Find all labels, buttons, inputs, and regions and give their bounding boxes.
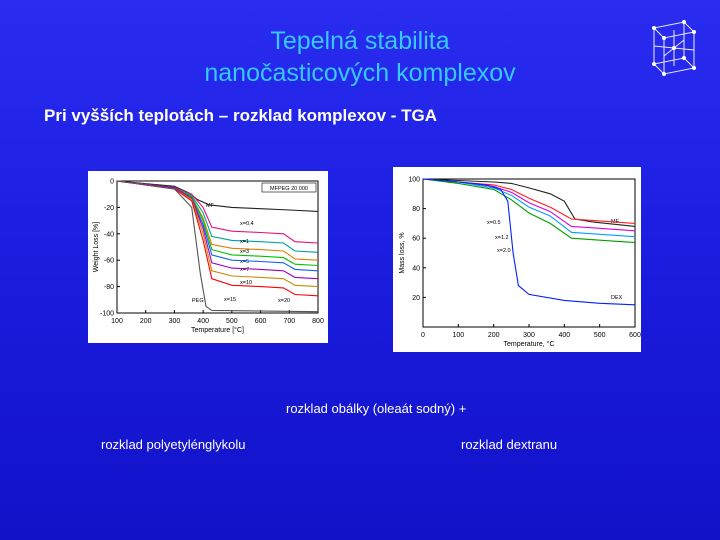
legend-box	[261, 182, 317, 193]
y-tick-label: -20	[104, 205, 114, 212]
series-line-mf	[116, 180, 319, 212]
x-tick-label: 100	[452, 332, 464, 339]
series-label: PEG	[192, 298, 204, 304]
x-axis-label: Temperature [°C]	[191, 326, 244, 334]
x-tick-label: 200	[140, 318, 152, 325]
series-line-dex	[422, 178, 636, 306]
tga-chart-dextran: 0 100 200 300 400 500 600 20 40 60 80 100 Temperatur…	[399, 177, 641, 349]
y-tick-label: -40	[104, 231, 114, 238]
tga-chart-peg-panel: 100 200 300 400 500 600 700 800 0 -20 -40 -60 -80 -10…	[88, 171, 328, 343]
series-label: DEX	[611, 295, 623, 301]
y-tick-label: 0	[110, 179, 114, 186]
x-tick-label: 200	[488, 332, 500, 339]
x-axis-label: Temperature, °C	[503, 340, 554, 348]
series-line-x-10	[116, 180, 319, 280]
series-line-x-3	[116, 180, 319, 261]
y-tick-label: 40	[412, 265, 420, 272]
plot-frame	[116, 180, 319, 314]
series-line-x-1	[116, 180, 319, 253]
series-line-x-0-5	[422, 178, 636, 224]
series-line-x-2-0	[422, 178, 636, 244]
tga-chart-peg: 100 200 300 400 500 600 700 800 0 -20 -40 -60 -80 -10…	[93, 179, 324, 335]
y-tick-label: -60	[104, 258, 114, 265]
legend-entry: MFPEG 20 000	[270, 186, 308, 192]
x-tick-label: 600	[255, 318, 267, 325]
y-axis-label: Mass loss, %	[399, 232, 406, 273]
y-tick-label: 20	[412, 295, 420, 302]
y-tick-label: -100	[100, 311, 114, 318]
crystal-lattice-logo	[652, 20, 696, 76]
y-tick-label: 100	[408, 177, 420, 184]
series-label: x=0.5	[487, 220, 501, 226]
series-line-mf	[422, 178, 636, 227]
title-line-2: nanočasticových komplexov	[204, 59, 516, 87]
x-tick-label: 400	[558, 332, 570, 339]
tga-chart-dextran-panel: 0 100 200 300 400 500 600 20 40 60 80 100 Temperatur…	[393, 167, 641, 352]
caption-peg: rozklad polyetylénglykolu	[101, 437, 246, 452]
x-tick-label: 300	[169, 318, 181, 325]
x-tick-label: 400	[197, 318, 209, 325]
series-line-x-20	[116, 180, 319, 297]
series-label: x=20	[278, 298, 290, 304]
series-label: x=10	[240, 280, 252, 286]
y-tick-label: 60	[412, 236, 420, 243]
series-label: x=7	[240, 267, 249, 273]
x-tick-label: 600	[629, 332, 641, 339]
plot-frame	[422, 178, 636, 328]
title-line-1: Tepelná stabilita	[270, 27, 450, 55]
series-line-x-1-2	[422, 178, 636, 238]
series-label: x=15	[224, 297, 236, 303]
series-label: x=1.2	[495, 235, 509, 241]
series-line-peg	[116, 180, 319, 313]
x-tick-label: 700	[283, 318, 295, 325]
series-line-x-15	[116, 180, 319, 288]
series-label: x=2.0	[497, 248, 511, 254]
x-tick-label: 800	[312, 318, 324, 325]
y-tick-label: -80	[104, 284, 114, 291]
slide-subtitle: Pri vyšších teplotách – rozklad komplexo…	[44, 106, 438, 125]
x-tick-label: 500	[594, 332, 606, 339]
series-line-x-7	[116, 180, 319, 272]
series-label: MF	[206, 203, 215, 209]
series-line-x-5	[116, 180, 319, 267]
series-line-x-0-4	[116, 180, 319, 244]
x-tick-label: 100	[111, 318, 123, 325]
y-tick-label: 80	[412, 206, 420, 213]
caption-dextran: rozklad dextranu	[461, 437, 558, 452]
x-tick-label: 300	[523, 332, 535, 339]
x-tick-label: 500	[226, 318, 238, 325]
x-tick-label: 0	[421, 332, 425, 339]
series-label: x=3	[240, 249, 249, 255]
series-label: x=0.4	[240, 221, 254, 227]
caption-envelope: rozklad obálky (oleaát sodný) +	[286, 401, 467, 416]
series-label: x=5	[240, 259, 249, 265]
y-axis-label: Weight Loss [%]	[93, 222, 100, 273]
series-label: x=1	[240, 239, 249, 245]
